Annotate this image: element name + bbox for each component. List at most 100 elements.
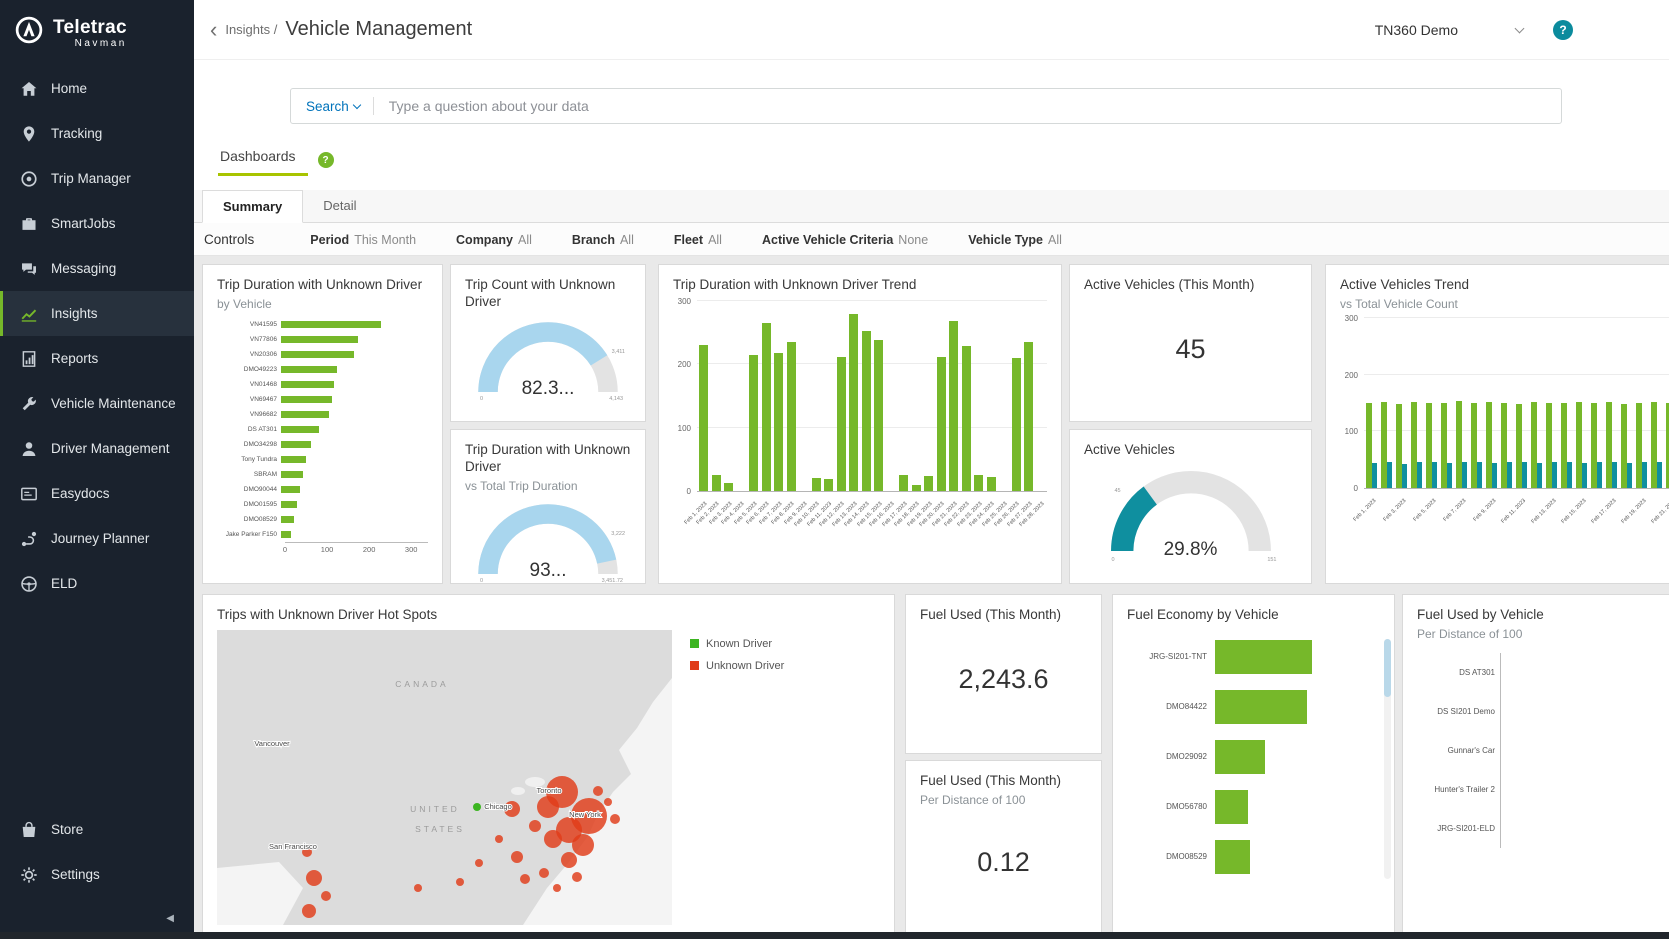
- bar-total-vehicle-count[interactable]: [1426, 402, 1432, 488]
- bar-active-vehicles[interactable]: [1522, 462, 1527, 488]
- bar-active-vehicles[interactable]: [1372, 462, 1377, 488]
- bar-total-vehicle-count[interactable]: [1531, 401, 1537, 488]
- breadcrumb[interactable]: Insights /: [225, 22, 278, 37]
- ask-question-bar[interactable]: Search: [290, 88, 1562, 124]
- tab-detail[interactable]: Detail: [323, 198, 357, 213]
- bar[interactable]: [1215, 789, 1248, 824]
- bar-active-vehicles[interactable]: [1507, 462, 1512, 488]
- filter-company[interactable]: Company All: [456, 232, 532, 247]
- account-selector[interactable]: TN360 Demo: [1374, 21, 1458, 38]
- sidebar-item-reports[interactable]: Reports: [0, 336, 194, 381]
- bar[interactable]: [949, 321, 958, 491]
- bar[interactable]: [699, 345, 708, 491]
- sidebar-item-messaging[interactable]: Messaging: [0, 246, 194, 291]
- bar[interactable]: [1024, 342, 1033, 491]
- bar[interactable]: [961, 346, 971, 491]
- sidebar-item-trip-manager[interactable]: Trip Manager: [0, 156, 194, 201]
- bar[interactable]: [281, 425, 320, 433]
- bar[interactable]: [924, 475, 933, 491]
- bar[interactable]: [724, 483, 733, 491]
- bar[interactable]: [899, 475, 908, 491]
- bar[interactable]: [911, 484, 921, 491]
- brand-logo[interactable]: Teletrac Navman: [0, 0, 194, 66]
- bar-total-vehicle-count[interactable]: [1591, 402, 1597, 488]
- bar-active-vehicles[interactable]: [1477, 461, 1482, 488]
- bar[interactable]: [281, 485, 301, 493]
- bar[interactable]: [774, 352, 783, 491]
- filter-period[interactable]: Period This Month: [310, 232, 416, 247]
- scrollbar-thumb[interactable]: [1384, 639, 1391, 697]
- bar-total-vehicle-count[interactable]: [1381, 401, 1387, 488]
- bar[interactable]: [849, 313, 858, 491]
- bar[interactable]: [786, 342, 796, 491]
- tab-dashboards[interactable]: Dashboards: [218, 148, 308, 176]
- dashboards-help-icon[interactable]: ?: [317, 152, 334, 168]
- bar[interactable]: [836, 356, 846, 491]
- bar[interactable]: [1215, 689, 1308, 724]
- chevron-down-icon[interactable]: [1514, 23, 1525, 33]
- bar[interactable]: [811, 478, 821, 491]
- bar-total-vehicle-count[interactable]: [1651, 402, 1657, 488]
- bar-active-vehicles[interactable]: [1627, 462, 1632, 488]
- filter-fleet[interactable]: Fleet All: [674, 232, 722, 247]
- bar-active-vehicles[interactable]: [1462, 462, 1467, 488]
- bar[interactable]: [1215, 839, 1250, 874]
- bar[interactable]: [749, 354, 758, 491]
- bar[interactable]: [281, 365, 338, 373]
- bar-active-vehicles[interactable]: [1537, 462, 1542, 488]
- bar-total-vehicle-count[interactable]: [1411, 402, 1417, 488]
- bar[interactable]: [761, 323, 771, 491]
- bar-active-vehicles[interactable]: [1447, 462, 1452, 488]
- bar[interactable]: [281, 350, 354, 358]
- bar[interactable]: [1215, 739, 1265, 774]
- bar-active-vehicles[interactable]: [1387, 462, 1392, 488]
- bar-total-vehicle-count[interactable]: [1441, 403, 1447, 488]
- bar[interactable]: [281, 470, 303, 478]
- bar-total-vehicle-count[interactable]: [1456, 401, 1462, 488]
- sidebar-item-home[interactable]: Home: [0, 66, 194, 111]
- bar[interactable]: [986, 476, 996, 491]
- bar[interactable]: [936, 356, 946, 491]
- bar[interactable]: [281, 380, 334, 388]
- sidebar-item-tracking[interactable]: Tracking: [0, 111, 194, 156]
- bar-total-vehicle-count[interactable]: [1501, 402, 1507, 488]
- bar-total-vehicle-count[interactable]: [1396, 404, 1402, 488]
- bar[interactable]: [711, 475, 721, 491]
- bar[interactable]: [281, 455, 307, 463]
- bar-active-vehicles[interactable]: [1567, 462, 1572, 488]
- sidebar-item-store[interactable]: Store: [0, 807, 194, 852]
- sidebar-item-smartjobs[interactable]: SmartJobs: [0, 201, 194, 246]
- sidebar-item-vehicle-maintenance[interactable]: Vehicle Maintenance: [0, 381, 194, 426]
- filter-active-vehicle-criteria[interactable]: Active Vehicle Criteria None: [762, 232, 928, 247]
- bar-total-vehicle-count[interactable]: [1486, 402, 1492, 488]
- bar-active-vehicles[interactable]: [1612, 462, 1617, 488]
- tab-summary[interactable]: Summary: [202, 190, 304, 223]
- bar[interactable]: [281, 410, 330, 418]
- bar[interactable]: [974, 475, 983, 491]
- sidebar-item-driver-management[interactable]: Driver Management: [0, 426, 194, 471]
- bar-active-vehicles[interactable]: [1402, 463, 1407, 488]
- bar[interactable]: [861, 331, 871, 491]
- bar[interactable]: [281, 515, 294, 523]
- bar-total-vehicle-count[interactable]: [1606, 401, 1612, 488]
- filter-branch[interactable]: Branch All: [572, 232, 634, 247]
- bar[interactable]: [1215, 639, 1313, 674]
- help-icon[interactable]: ?: [1553, 19, 1573, 40]
- bar-active-vehicles[interactable]: [1642, 461, 1647, 488]
- bar[interactable]: [281, 335, 358, 343]
- bar-active-vehicles[interactable]: [1492, 462, 1497, 488]
- bar[interactable]: [281, 320, 382, 328]
- bar-active-vehicles[interactable]: [1657, 462, 1662, 488]
- sidebar-item-eld[interactable]: ELD: [0, 561, 194, 606]
- sidebar-collapse-button[interactable]: ◀: [0, 897, 194, 939]
- question-input[interactable]: [386, 97, 1561, 115]
- sidebar-item-easydocs[interactable]: Easydocs: [0, 471, 194, 516]
- sidebar-item-settings[interactable]: Settings: [0, 852, 194, 897]
- back-chevron-icon[interactable]: ‹: [210, 16, 218, 42]
- bar-active-vehicles[interactable]: [1597, 462, 1602, 488]
- bar-active-vehicles[interactable]: [1552, 461, 1557, 488]
- bar[interactable]: [281, 500, 298, 508]
- bar-total-vehicle-count[interactable]: [1666, 403, 1669, 488]
- bar-total-vehicle-count[interactable]: [1366, 402, 1372, 488]
- bar[interactable]: [281, 440, 312, 448]
